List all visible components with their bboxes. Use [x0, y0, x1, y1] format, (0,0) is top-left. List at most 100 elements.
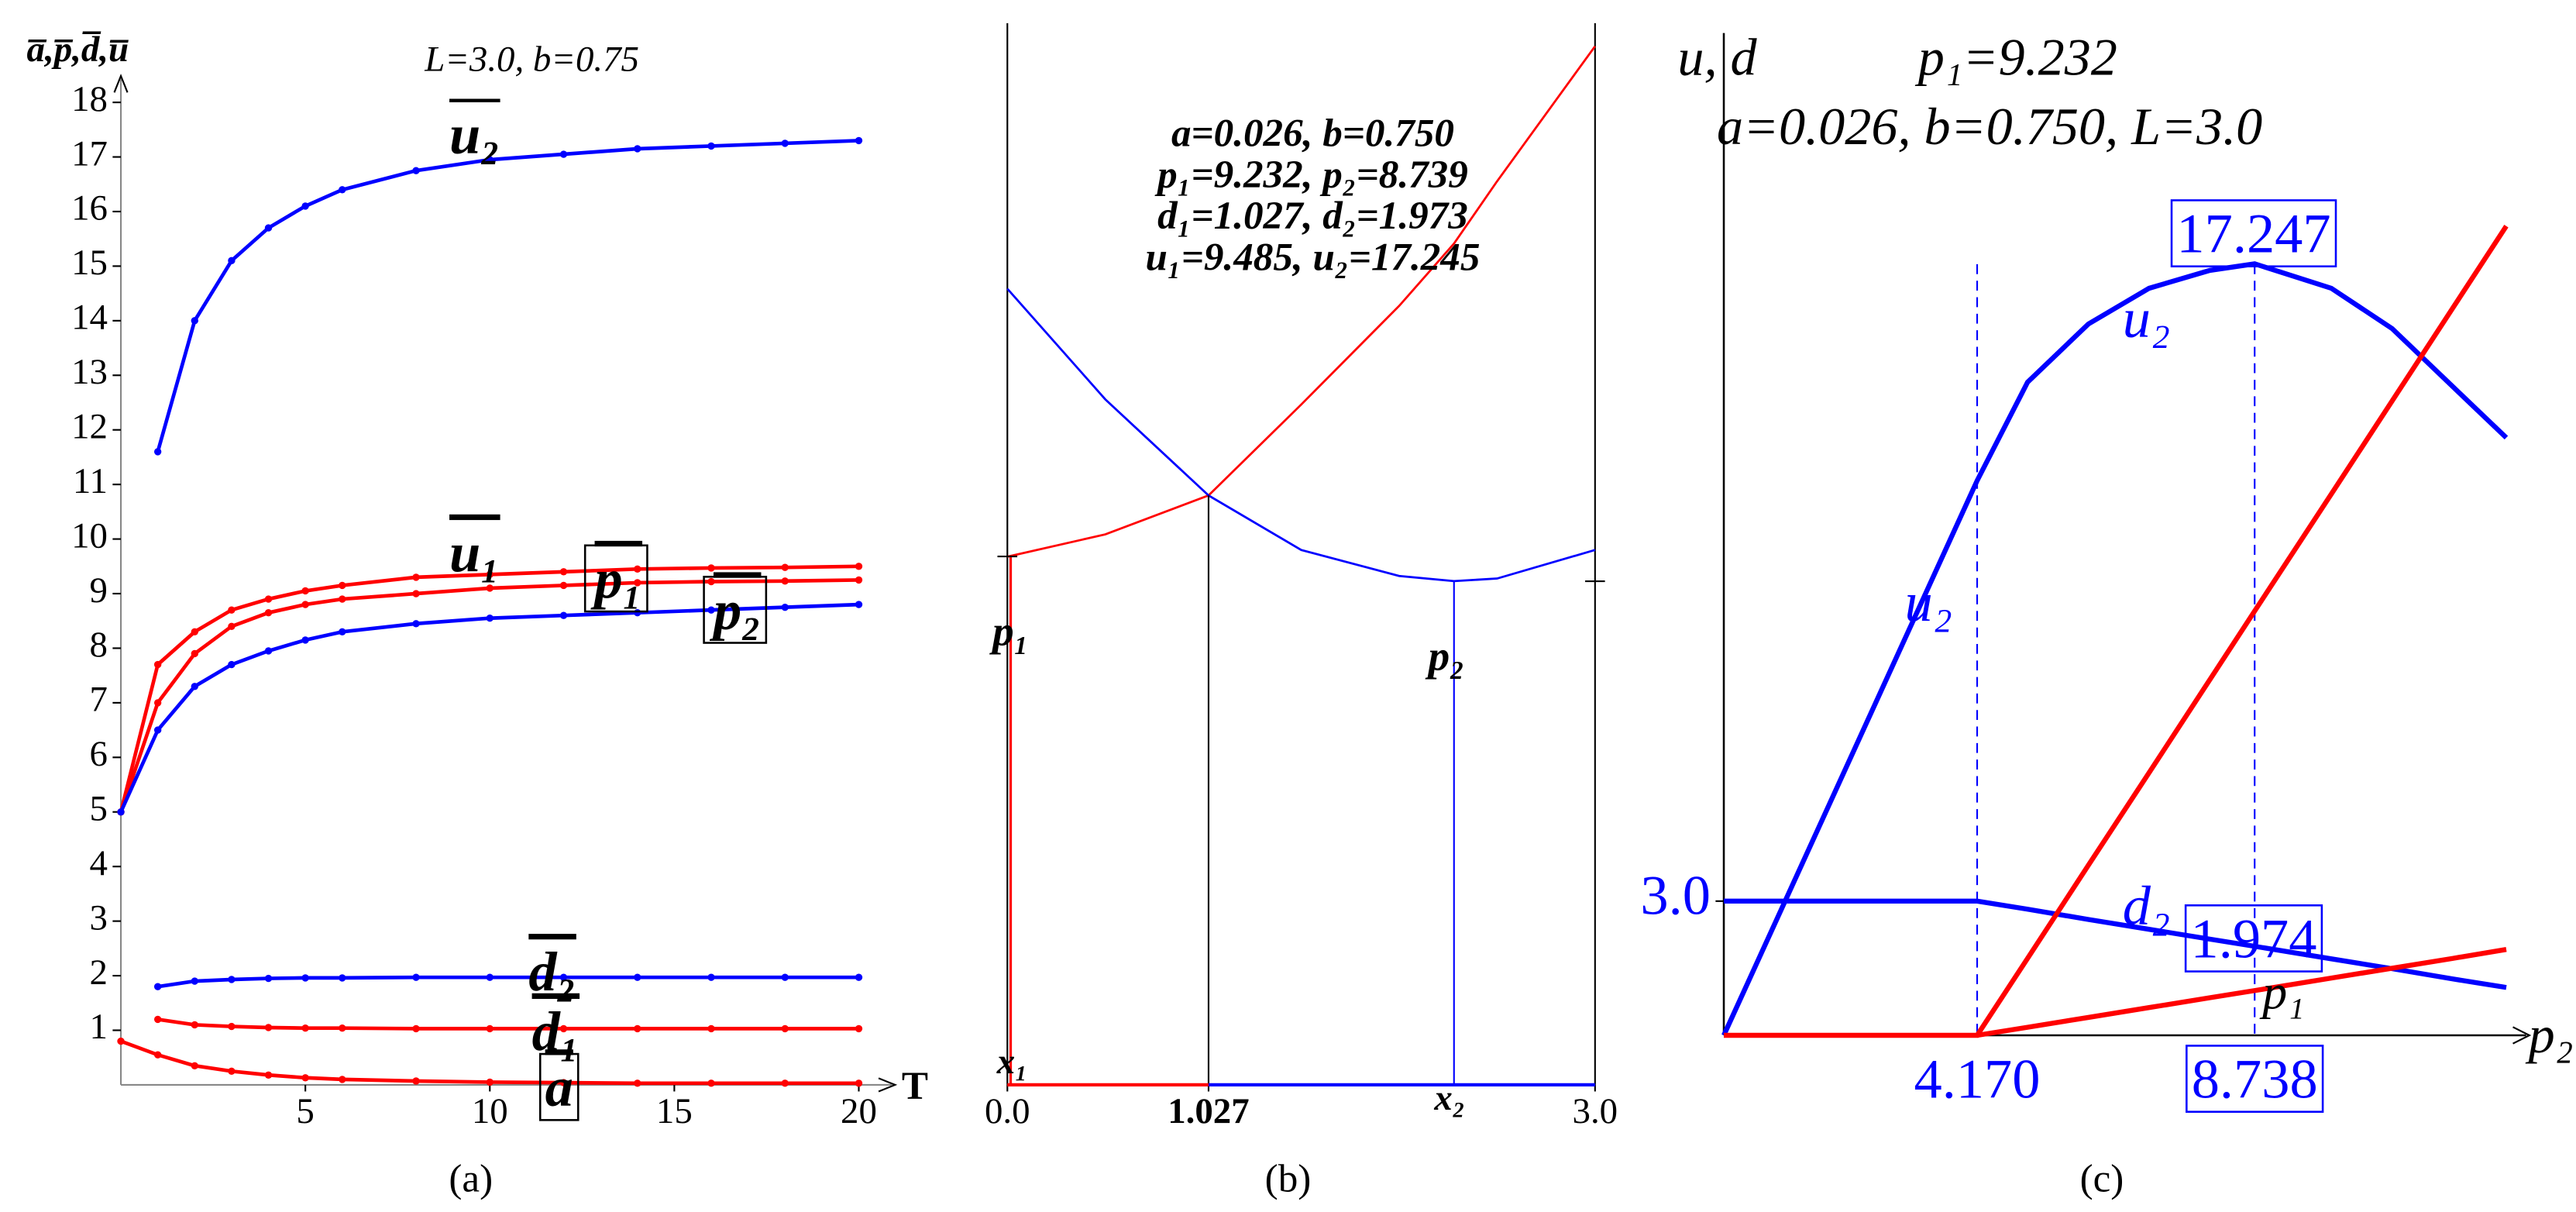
caption: (a): [449, 1156, 493, 1200]
point: [707, 142, 715, 150]
point: [301, 974, 309, 982]
y-tick-label: 2: [90, 952, 108, 993]
point: [634, 1024, 641, 1033]
x-tick-label: 0.0: [985, 1091, 1030, 1131]
axis-arrow: [2512, 1026, 2532, 1045]
label-box: [703, 576, 768, 644]
y-tick-label: 10: [71, 515, 108, 556]
y-tick-label: 11: [73, 461, 108, 501]
point: [191, 1062, 198, 1069]
label-box: [538, 1052, 580, 1121]
series-label: p₁: [590, 547, 642, 610]
point: [559, 1024, 568, 1033]
point: [153, 448, 162, 456]
x-axis-label: p₂: [2526, 1005, 2574, 1064]
x-tick-label: 3.0: [1573, 1091, 1618, 1131]
point: [634, 1079, 641, 1087]
label-box: [2184, 904, 2323, 973]
series-label: a: [545, 1055, 573, 1118]
point: [412, 573, 420, 581]
y-tick-label: 18: [71, 79, 108, 119]
point: [264, 595, 273, 603]
axis-arrow: [878, 1077, 898, 1093]
point: [412, 1024, 420, 1033]
point: [855, 973, 863, 981]
point: [559, 611, 568, 619]
series-line: [120, 1039, 859, 1086]
annotation: u₁=9.485, u₂=17.245: [1145, 235, 1480, 279]
point: [228, 1067, 236, 1076]
point: [228, 622, 236, 630]
chart-subtitle: a=0.026, b=0.750, L=3.0: [1717, 97, 2262, 156]
x-axis-label: T: [902, 1064, 928, 1108]
point: [781, 577, 789, 585]
series-label: u₂: [2123, 286, 2170, 349]
point: [707, 577, 715, 586]
label-box: [2170, 199, 2337, 267]
chart-title: p₁=9.232: [1915, 28, 2117, 87]
x-tick-label: 1.027: [1168, 1091, 1249, 1131]
point: [153, 699, 162, 707]
point: [264, 224, 273, 232]
point: [264, 1024, 273, 1031]
point: [339, 1024, 346, 1032]
point: [264, 647, 273, 655]
point: [634, 145, 641, 153]
point: [228, 257, 236, 265]
point: [707, 564, 715, 572]
point: [855, 1079, 863, 1087]
point: [264, 608, 273, 617]
series-label: d₂: [2123, 874, 2170, 937]
annotation: u₂: [1905, 570, 1952, 633]
point: [264, 1071, 273, 1079]
point: [339, 595, 346, 603]
y-tick-label: 4: [90, 843, 108, 883]
point: [634, 608, 641, 617]
series-label: u₁: [449, 521, 500, 584]
point: [486, 584, 494, 592]
annotation: p₁: [2259, 965, 2304, 1020]
point: [228, 606, 236, 614]
point: [412, 167, 420, 174]
point: [559, 568, 568, 576]
series-label: p₂: [1426, 632, 1465, 680]
point: [301, 1074, 309, 1082]
point: [486, 1078, 494, 1086]
point: [301, 636, 309, 644]
series-label: d₁: [532, 1000, 580, 1062]
point: [707, 973, 715, 981]
point: [559, 581, 568, 590]
caption: (c): [2080, 1156, 2124, 1200]
point: [486, 1024, 494, 1033]
point: [301, 202, 309, 210]
series-line: [1724, 225, 2509, 1038]
point: [412, 590, 420, 597]
x-tick-label: 8.738: [2192, 1048, 2318, 1110]
point: [634, 565, 641, 573]
series-line: [156, 139, 859, 453]
series-line: [157, 1017, 859, 1031]
point: [191, 628, 198, 636]
point: [153, 1015, 162, 1024]
point: [339, 581, 346, 590]
y-tick-label: 12: [71, 406, 108, 446]
y-tick-label: 6: [90, 734, 108, 774]
y-tick-label: 8: [90, 625, 108, 665]
point: [228, 976, 236, 983]
annotation: 1.974: [2191, 907, 2317, 969]
series-line: [157, 975, 859, 989]
x-tick-label: 4.170: [1914, 1048, 2041, 1110]
series-line: [1724, 898, 2507, 990]
label-box: [583, 544, 648, 613]
series-line: [119, 564, 859, 813]
point: [559, 1079, 568, 1086]
y-tick-label: 3.0: [1640, 863, 1711, 926]
point: [301, 1024, 309, 1032]
point: [486, 615, 494, 622]
point: [781, 603, 789, 611]
chart-title: L=3.0, b=0.75: [424, 40, 639, 80]
x-tick-label: 20: [841, 1091, 877, 1131]
point: [486, 570, 494, 579]
point: [191, 1021, 198, 1029]
point: [153, 983, 162, 990]
